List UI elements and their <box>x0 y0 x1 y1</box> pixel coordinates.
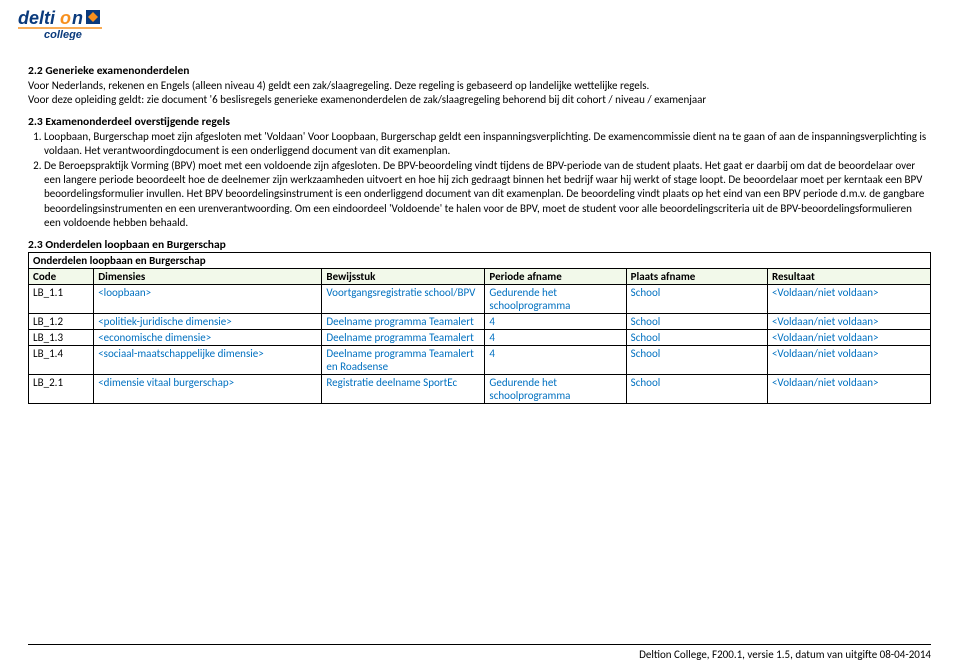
cell-bew: Registratie deelname SportEc <box>322 374 485 403</box>
cell-dim: <sociaal-maatschappelijke dimensie> <box>94 345 322 374</box>
heading-2-3b: 2.3 Onderdelen loopbaan en Burgerschap <box>28 238 931 252</box>
cell-res: <Voldaan/niet voldaan> <box>767 374 930 403</box>
table-row: LB_1.2<politiek-juridische dimensie>Deel… <box>29 313 931 329</box>
cell-pla: School <box>626 345 767 374</box>
svg-text:college: college <box>44 29 82 40</box>
table-merged-header: Onderdelen loopbaan en Burgerschap <box>29 252 931 268</box>
cell-per: 4 <box>485 345 626 374</box>
cell-code: LB_1.4 <box>29 345 94 374</box>
cell-bew: Deelname programma Teamalert en Roadsens… <box>322 345 485 374</box>
heading-2-3a: 2.3 Examenonderdeel overstijgende regels <box>28 115 931 129</box>
para-2-2-line2: Voor deze opleiding geldt: zie document … <box>28 93 706 106</box>
heading-2-2: 2.2 Generieke examenonderdelen <box>28 64 931 78</box>
cell-per: 4 <box>485 329 626 345</box>
cell-per: Gedurende het schoolprogramma <box>485 374 626 403</box>
cell-pla: School <box>626 284 767 313</box>
footer-rule <box>28 644 931 645</box>
cell-code: LB_1.3 <box>29 329 94 345</box>
table-row: LB_1.3<economische dimensie>Deelname pro… <box>29 329 931 345</box>
cell-res: <Voldaan/niet voldaan> <box>767 345 930 374</box>
para-2-2: Voor Nederlands, rekenen en Engels (alle… <box>28 79 931 107</box>
col-res: Resultaat <box>767 268 930 284</box>
table-body: LB_1.1<loopbaan>Voortgangsregistratie sc… <box>29 284 931 403</box>
cell-pla: School <box>626 313 767 329</box>
cell-code: LB_2.1 <box>29 374 94 403</box>
cell-code: LB_1.2 <box>29 313 94 329</box>
table-column-header-row: Code Dimensies Bewijsstuk Periode afname… <box>29 268 931 284</box>
cell-bew: Deelname programma Teamalert <box>322 329 485 345</box>
deltion-logo: delti o n college <box>18 8 128 40</box>
col-pla: Plaats afname <box>626 268 767 284</box>
table-row: LB_2.1<dimensie vitaal burgerschap>Regis… <box>29 374 931 403</box>
list-2-3a: Loopbaan, Burgerschap moet zijn afgeslot… <box>44 130 931 230</box>
cell-code: LB_1.1 <box>29 284 94 313</box>
cell-dim: <politiek-juridische dimensie> <box>94 313 322 329</box>
col-dim: Dimensies <box>94 268 322 284</box>
cell-bew: Deelname programma Teamalert <box>322 313 485 329</box>
cell-pla: School <box>626 374 767 403</box>
col-code: Code <box>29 268 94 284</box>
para-2-2-line1: Voor Nederlands, rekenen en Engels (alle… <box>28 79 649 92</box>
footer-text: Deltion College, F200.1, versie 1.5, dat… <box>639 648 931 661</box>
cell-res: <Voldaan/niet voldaan> <box>767 313 930 329</box>
cell-per: Gedurende het schoolprogramma <box>485 284 626 313</box>
cell-pla: School <box>626 329 767 345</box>
list-item-2: De Beroepspraktijk Vorming (BPV) moet me… <box>44 159 931 229</box>
cell-dim: <economische dimensie> <box>94 329 322 345</box>
cell-bew: Voortgangsregistratie school/BPV <box>322 284 485 313</box>
svg-text:n: n <box>72 8 83 28</box>
col-per: Periode afname <box>485 268 626 284</box>
table-loopbaan-burgerschap: Onderdelen loopbaan en Burgerschap Code … <box>28 252 931 404</box>
cell-per: 4 <box>485 313 626 329</box>
col-bew: Bewijsstuk <box>322 268 485 284</box>
table-row: LB_1.4<sociaal-maatschappelijke dimensie… <box>29 345 931 374</box>
cell-res: <Voldaan/niet voldaan> <box>767 329 930 345</box>
cell-dim: <loopbaan> <box>94 284 322 313</box>
table-row: LB_1.1<loopbaan>Voortgangsregistratie sc… <box>29 284 931 313</box>
svg-text:delti: delti <box>18 8 56 28</box>
cell-dim: <dimensie vitaal burgerschap> <box>94 374 322 403</box>
list-item-1: Loopbaan, Burgerschap moet zijn afgeslot… <box>44 130 931 158</box>
document-body: 2.2 Generieke examenonderdelen Voor Nede… <box>28 64 931 404</box>
cell-res: <Voldaan/niet voldaan> <box>767 284 930 313</box>
table-merged-header-row: Onderdelen loopbaan en Burgerschap <box>29 252 931 268</box>
svg-text:o: o <box>60 8 71 28</box>
